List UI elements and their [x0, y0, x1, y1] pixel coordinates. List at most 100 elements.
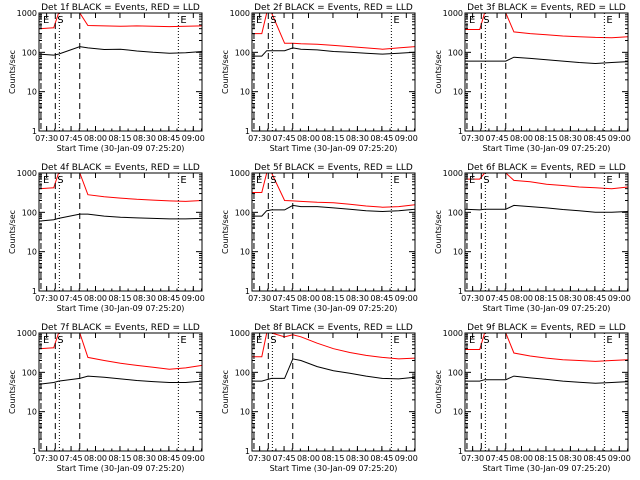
x-tick-label: 07:45	[273, 294, 296, 303]
x-axis-label: Start Time (30-Jan-09 07:25:20)	[270, 464, 398, 473]
marker-label: S	[270, 335, 276, 346]
x-axis-label: Start Time (30-Jan-09 07:25:20)	[57, 464, 185, 473]
y-tick-label: 10	[27, 248, 37, 257]
x-tick-label: 08:30	[133, 294, 156, 303]
panel-title: Det 7f BLACK = Events, RED = LLD	[41, 323, 200, 333]
panel-data	[39, 333, 202, 385]
x-tick-label: 07:30	[248, 294, 271, 303]
marker-label: E	[256, 335, 262, 346]
x-tick-label: 09:00	[608, 294, 631, 303]
x-tick-label: 07:45	[486, 454, 509, 463]
marker-label: E	[180, 335, 186, 346]
plot-frame	[38, 332, 203, 452]
x-tick-label: 07:30	[248, 454, 271, 463]
x-tick-label: 08:30	[559, 134, 582, 143]
x-tick-label: 08:30	[559, 294, 582, 303]
events-series-line	[252, 358, 415, 382]
y-tick-label: 10	[27, 88, 37, 97]
x-tick-label: 07:45	[486, 294, 509, 303]
marker-label: E	[393, 335, 399, 346]
x-tick-label: 08:00	[510, 454, 533, 463]
y-tick-label: 10	[240, 248, 250, 257]
y-tick-label: 1	[458, 287, 463, 296]
x-tick-label: 09:00	[608, 134, 631, 143]
x-tick-label: 08:15	[534, 134, 557, 143]
lld-series-line	[465, 173, 628, 190]
panel-data	[252, 173, 415, 217]
y-tick-label: 100	[235, 48, 250, 57]
x-tick-label: 08:30	[559, 454, 582, 463]
x-tick-label: 08:00	[84, 454, 107, 463]
x-tick-label: 08:45	[157, 454, 180, 463]
x-tick-label: 09:00	[395, 294, 418, 303]
panel-title: Det 1f BLACK = Events, RED = LLD	[41, 3, 200, 13]
y-tick-label: 100	[22, 208, 37, 217]
y-axis-label: Counts/sec	[434, 50, 443, 94]
plot-frame	[251, 332, 416, 452]
y-tick-label: 100	[448, 48, 463, 57]
marker-label: E	[606, 175, 612, 186]
x-tick-label: 08:15	[534, 294, 557, 303]
x-axis-label: Start Time (30-Jan-09 07:25:20)	[483, 464, 611, 473]
x-tick-label: 07:45	[60, 294, 83, 303]
x-tick-label: 08:45	[583, 134, 606, 143]
x-tick-label: 08:30	[133, 134, 156, 143]
y-tick-label: 1000	[443, 169, 463, 178]
panel-data	[39, 13, 202, 56]
x-tick-label: 08:15	[321, 454, 344, 463]
x-tick-label: 08:15	[108, 294, 131, 303]
x-tick-label: 07:30	[248, 134, 271, 143]
x-tick-label: 07:30	[461, 134, 484, 143]
x-tick-label: 08:30	[346, 294, 369, 303]
panel-title: Det 5f BLACK = Events, RED = LLD	[254, 163, 413, 173]
y-tick-label: 1000	[443, 329, 463, 338]
y-axis-label: Counts/sec	[221, 210, 230, 254]
plot-frame	[251, 12, 416, 132]
x-tick-label: 08:30	[133, 454, 156, 463]
x-tick-label: 09:00	[395, 454, 418, 463]
y-tick-label: 1	[245, 447, 250, 456]
marker-label: E	[43, 15, 49, 26]
lld-series-line	[39, 333, 202, 370]
x-tick-label: 09:00	[182, 134, 205, 143]
panel-data	[465, 13, 628, 65]
lld-series-line	[39, 13, 202, 30]
marker-label: E	[43, 175, 49, 186]
x-tick-label: 08:30	[346, 134, 369, 143]
y-tick-label: 100	[235, 368, 250, 377]
y-axis-label: Counts/sec	[434, 210, 443, 254]
plot-frame	[38, 12, 203, 132]
y-tick-label: 10	[453, 88, 463, 97]
y-axis-label: Counts/sec	[8, 210, 17, 254]
panel-title: Det 9f BLACK = Events, RED = LLD	[467, 323, 626, 333]
lld-series-line	[252, 13, 415, 50]
events-series-line	[39, 375, 202, 385]
lld-series-line	[252, 333, 415, 360]
x-tick-label: 08:45	[583, 294, 606, 303]
marker-label: S	[57, 175, 63, 186]
plot-frame	[464, 332, 629, 452]
y-tick-label: 1000	[230, 169, 250, 178]
y-tick-label: 1	[245, 127, 250, 136]
marker-label: E	[180, 175, 186, 186]
x-axis-label: Start Time (30-Jan-09 07:25:20)	[483, 304, 611, 313]
lld-series-line	[39, 173, 202, 202]
y-axis-label: Counts/sec	[8, 370, 17, 414]
x-axis-label: Start Time (30-Jan-09 07:25:20)	[270, 144, 398, 153]
x-tick-label: 07:45	[486, 134, 509, 143]
x-tick-label: 08:45	[157, 134, 180, 143]
x-tick-label: 08:15	[534, 454, 557, 463]
lld-series-line	[465, 13, 628, 39]
x-tick-label: 08:45	[370, 134, 393, 143]
x-tick-label: 09:00	[608, 454, 631, 463]
events-series-line	[465, 56, 628, 65]
x-tick-label: 09:00	[182, 294, 205, 303]
x-axis-label: Start Time (30-Jan-09 07:25:20)	[57, 144, 185, 153]
x-tick-label: 08:30	[346, 454, 369, 463]
